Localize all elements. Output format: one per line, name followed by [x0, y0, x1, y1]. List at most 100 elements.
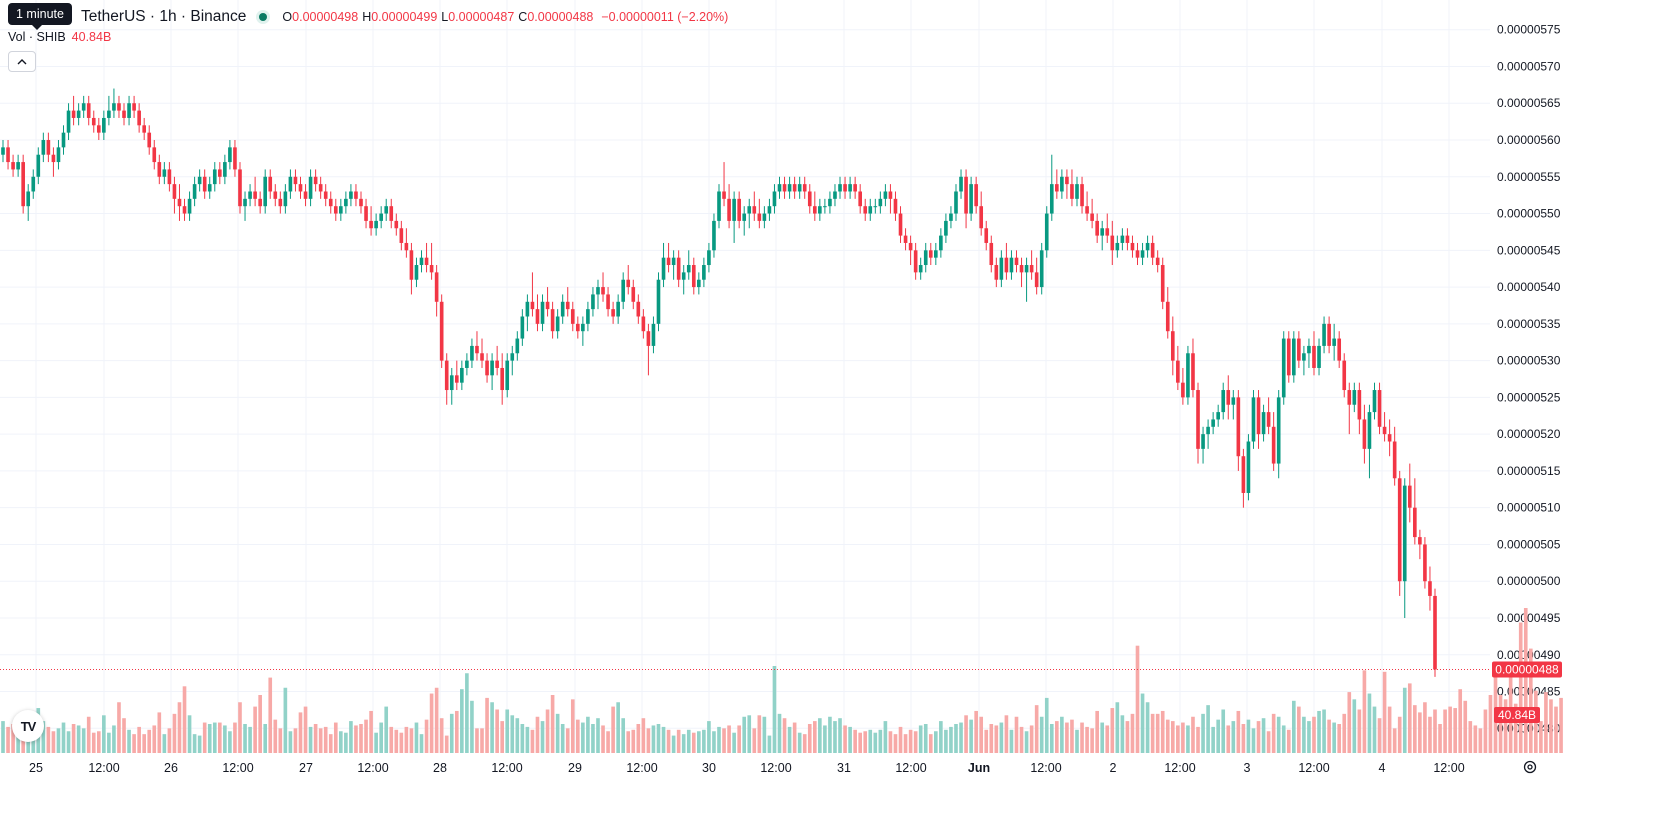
candle-body[interactable]: [697, 279, 701, 288]
candle-body[interactable]: [928, 250, 933, 258]
candle-body[interactable]: [944, 220, 948, 236]
candle-body[interactable]: [1140, 250, 1145, 258]
candle-body[interactable]: [1125, 235, 1130, 243]
candle-body[interactable]: [681, 272, 686, 280]
candle-body[interactable]: [36, 154, 41, 177]
candle-body[interactable]: [465, 360, 469, 368]
candle-body[interactable]: [1155, 257, 1160, 266]
candle-body[interactable]: [1347, 390, 1352, 405]
candle-body[interactable]: [278, 198, 283, 207]
candle-body[interactable]: [1070, 184, 1074, 199]
candle-body[interactable]: [439, 301, 444, 361]
candle-body[interactable]: [157, 162, 162, 177]
candle-body[interactable]: [1397, 478, 1402, 582]
candle-body[interactable]: [384, 206, 389, 214]
candle-body[interactable]: [984, 228, 989, 243]
candle-body[interactable]: [228, 147, 232, 163]
candle-body[interactable]: [233, 147, 237, 170]
candle-body[interactable]: [414, 265, 419, 280]
candle-body[interactable]: [878, 198, 883, 207]
candle-body[interactable]: [268, 176, 273, 192]
candle-body[interactable]: [797, 184, 802, 192]
candle-body[interactable]: [1327, 323, 1331, 346]
candle-body[interactable]: [601, 287, 605, 295]
candle-body[interactable]: [1221, 390, 1226, 413]
candle-body[interactable]: [76, 110, 81, 118]
candle-body[interactable]: [858, 191, 862, 207]
candle-body[interactable]: [339, 206, 343, 214]
candle-body[interactable]: [480, 353, 484, 361]
candle-body[interactable]: [550, 309, 555, 332]
candle-body[interactable]: [26, 191, 31, 207]
candle-body[interactable]: [248, 191, 252, 199]
candle-body[interactable]: [253, 191, 257, 199]
candle-body[interactable]: [454, 375, 459, 383]
candle-body[interactable]: [409, 250, 414, 280]
candle-body[interactable]: [969, 184, 973, 214]
candle-body[interactable]: [747, 206, 752, 214]
candle-body[interactable]: [202, 176, 207, 192]
candle-body[interactable]: [863, 206, 868, 214]
candle-body[interactable]: [1019, 265, 1024, 273]
candle-body[interactable]: [323, 191, 328, 199]
candle-body[interactable]: [359, 198, 363, 207]
candle-body[interactable]: [51, 154, 56, 163]
candle-body[interactable]: [707, 250, 711, 266]
collapse-legend-button[interactable]: [8, 51, 36, 72]
candle-body[interactable]: [1387, 434, 1392, 442]
candle-body[interactable]: [833, 191, 837, 199]
candle-body[interactable]: [918, 265, 923, 273]
candle-body[interactable]: [328, 198, 333, 207]
candle-body[interactable]: [46, 140, 51, 155]
candle-body[interactable]: [545, 301, 550, 310]
candle-body[interactable]: [495, 360, 499, 368]
candle-body[interactable]: [974, 184, 978, 207]
candle-body[interactable]: [576, 323, 580, 332]
candle-body[interactable]: [61, 132, 66, 148]
candle-body[interactable]: [41, 140, 46, 155]
candle-body[interactable]: [1372, 390, 1377, 413]
candle-body[interactable]: [112, 103, 116, 111]
candle-body[interactable]: [96, 125, 101, 133]
candle-body[interactable]: [243, 198, 247, 207]
candle-body[interactable]: [1312, 345, 1316, 368]
candle-body[interactable]: [853, 184, 857, 192]
candle-body[interactable]: [238, 169, 242, 207]
candle-body[interactable]: [1055, 184, 1059, 192]
candle-body[interactable]: [737, 198, 741, 221]
candle-body[interactable]: [787, 184, 792, 192]
candle-body[interactable]: [636, 301, 641, 317]
candle-body[interactable]: [1009, 257, 1014, 273]
candle-body[interactable]: [1246, 441, 1251, 493]
candle-body[interactable]: [621, 279, 626, 302]
candle-body[interactable]: [142, 125, 146, 133]
candle-body[interactable]: [752, 206, 757, 214]
candle-body[interactable]: [212, 169, 217, 185]
candle-body[interactable]: [1236, 397, 1241, 457]
candle-body[interactable]: [939, 235, 943, 251]
candle-body[interactable]: [767, 206, 772, 214]
candle-body[interactable]: [102, 117, 106, 133]
candle-body[interactable]: [898, 213, 903, 236]
candle-body[interactable]: [616, 301, 620, 317]
candle-body[interactable]: [449, 375, 454, 391]
candle-body[interactable]: [777, 184, 782, 192]
candle-body[interactable]: [1080, 184, 1084, 207]
candle-body[interactable]: [127, 103, 131, 118]
candle-body[interactable]: [722, 191, 726, 199]
candle-body[interactable]: [772, 191, 777, 207]
candle-body[interactable]: [1362, 419, 1367, 449]
candle-body[interactable]: [258, 198, 262, 207]
candle-body[interactable]: [1352, 390, 1357, 405]
candle-body[interactable]: [792, 184, 797, 192]
candle-body[interactable]: [1085, 206, 1089, 214]
candle-body[interactable]: [91, 117, 96, 126]
candle-body[interactable]: [1337, 338, 1342, 361]
candle-body[interactable]: [1110, 235, 1115, 251]
candle-body[interactable]: [626, 279, 631, 288]
candle-body[interactable]: [11, 162, 15, 170]
candle-body[interactable]: [1191, 353, 1195, 391]
candle-body[interactable]: [631, 287, 636, 302]
candle-body[interactable]: [349, 191, 353, 199]
